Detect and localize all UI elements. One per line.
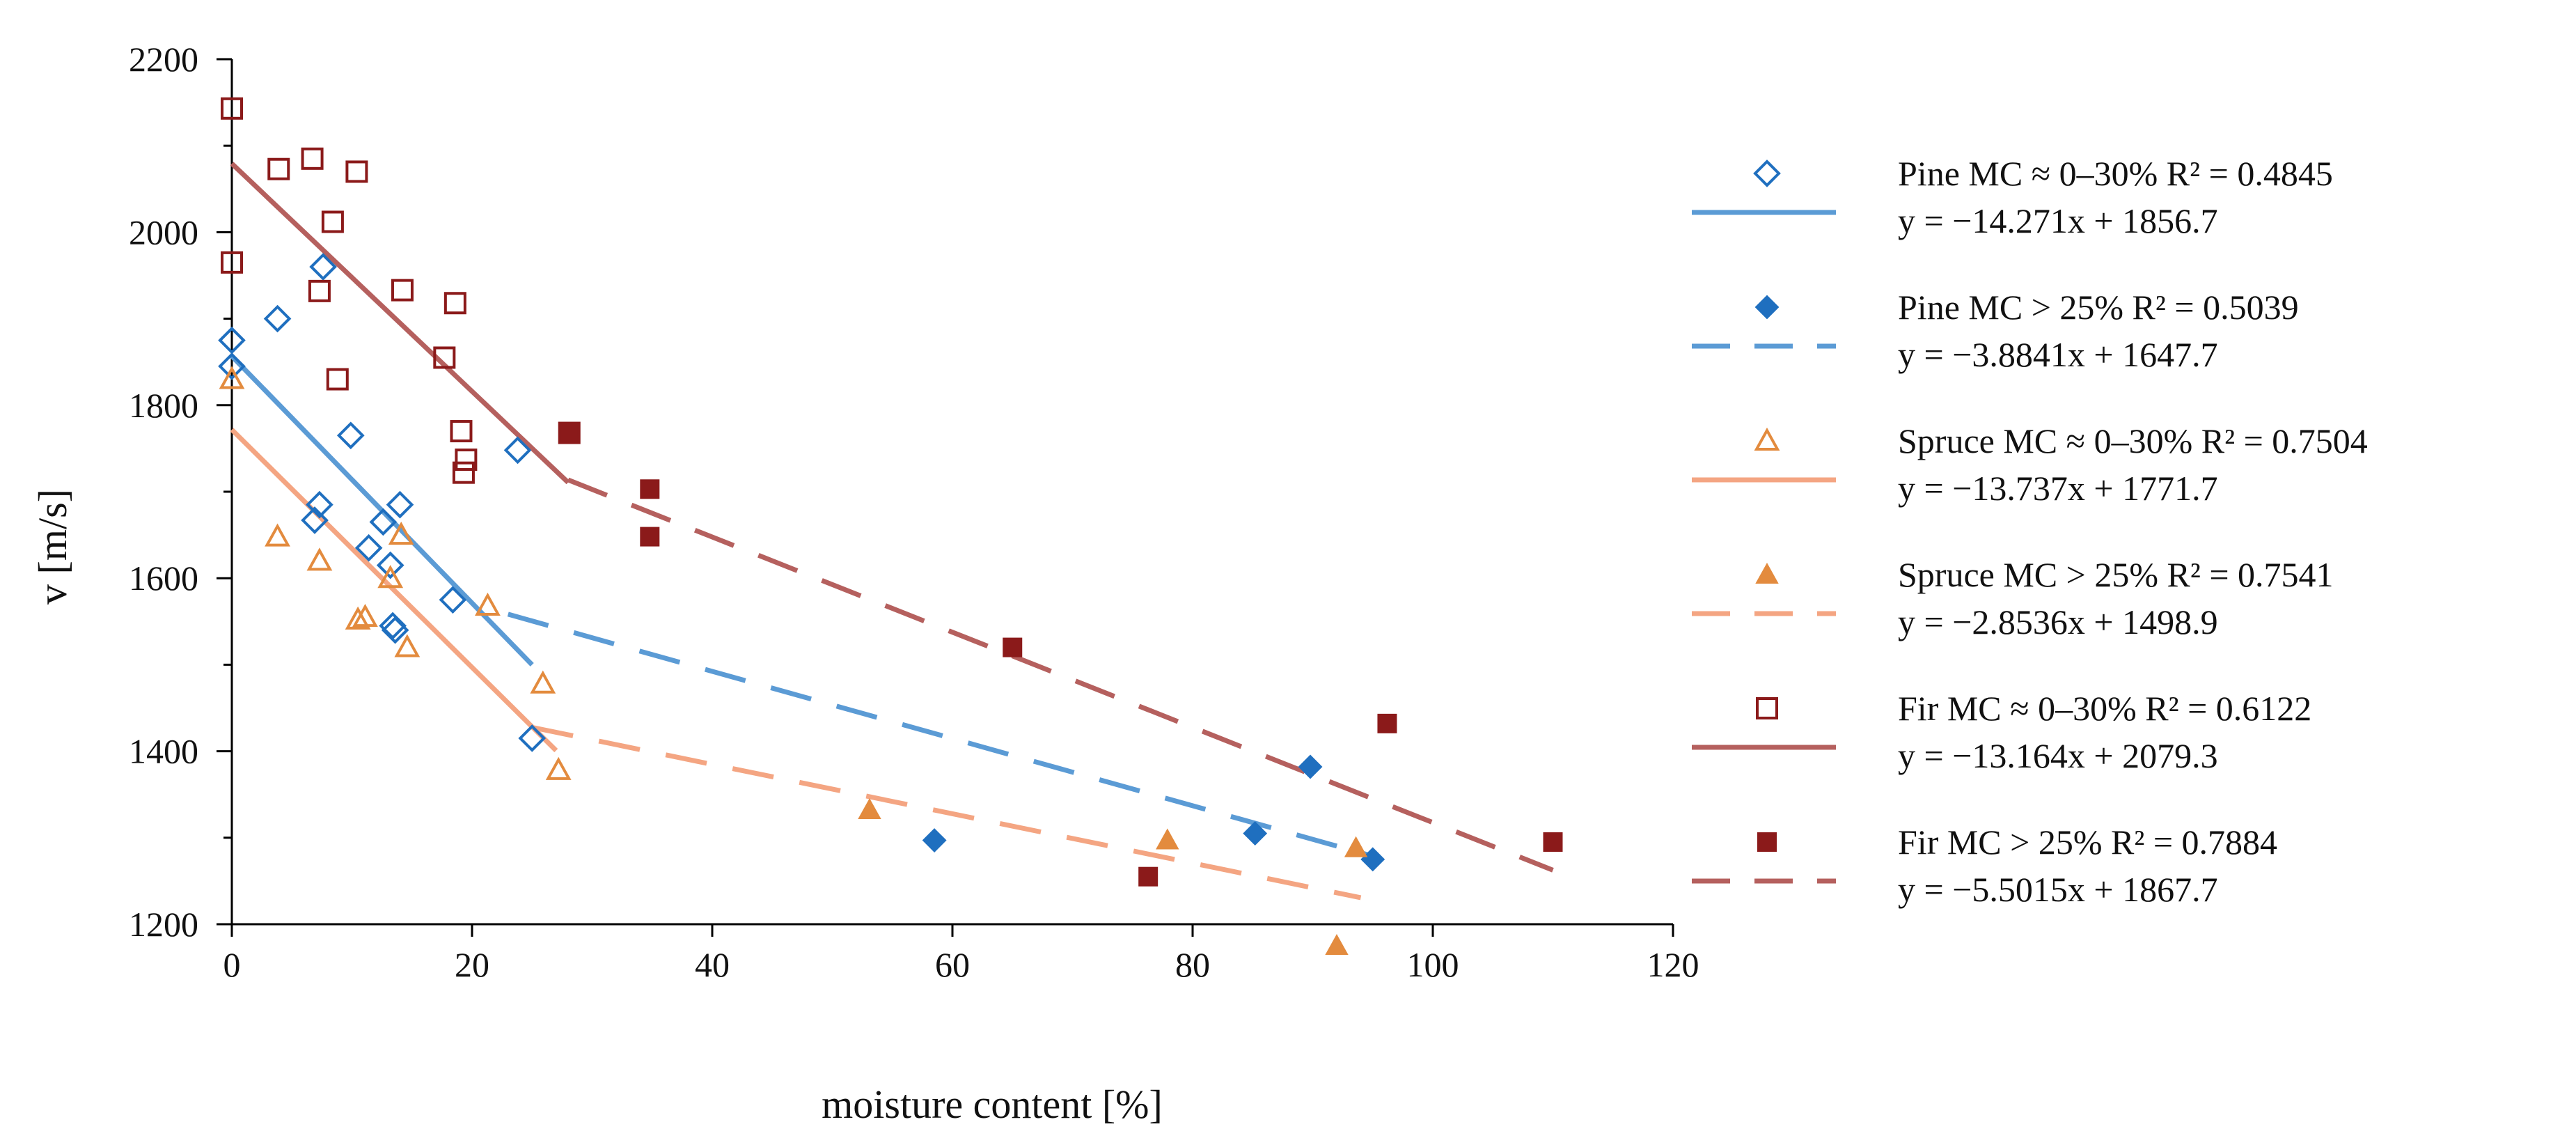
legend-equation-series-3: y = −13.737x + 1771.7 xyxy=(1898,469,2218,508)
x-tick-label: 0 xyxy=(223,945,241,984)
x-tick-label: 100 xyxy=(1407,945,1459,984)
data-point-series-2 xyxy=(922,828,947,852)
legend-marker-series-2 xyxy=(1754,295,1780,320)
data-point-series-2 xyxy=(1243,821,1268,846)
trend-line-series-6 xyxy=(567,477,1554,873)
data-point-series-3 xyxy=(306,547,333,571)
data-point-series-2 xyxy=(1298,754,1323,779)
data-point-series-3 xyxy=(219,366,245,389)
trend-line-series-5 xyxy=(230,162,570,485)
data-point-series-4 xyxy=(1156,828,1179,850)
data-point-series-5 xyxy=(452,461,475,484)
x-tick-label: 40 xyxy=(695,945,730,984)
y-tick-label: 2000 xyxy=(129,212,198,251)
legend-marker-series-1 xyxy=(1753,159,1781,187)
data-point-series-1 xyxy=(309,253,337,281)
data-point-series-3 xyxy=(475,592,501,616)
x-axis-label: moisture content [%] xyxy=(822,1082,1163,1127)
trend-line-series-3 xyxy=(230,428,558,753)
x-tick-label: 20 xyxy=(455,945,489,984)
data-point-series-5 xyxy=(321,210,344,233)
data-point-series-5 xyxy=(433,346,456,369)
data-point-series-3 xyxy=(345,606,371,630)
y-tick-label: 1600 xyxy=(129,559,198,598)
data-point-series-1 xyxy=(218,352,246,380)
data-point-series-4 xyxy=(1344,836,1368,857)
y-tick-label: 1200 xyxy=(129,905,198,944)
x-tick-label: 120 xyxy=(1647,945,1699,984)
data-point-series-1 xyxy=(306,490,333,519)
legend-equation-series-2: y = −3.8841x + 1647.7 xyxy=(1898,335,2218,374)
data-point-series-5 xyxy=(267,157,290,180)
legend-label-series-4: Spruce MC > 25% R² = 0.7541 xyxy=(1898,555,2334,594)
data-point-series-1 xyxy=(369,508,398,536)
data-point-series-4 xyxy=(858,797,881,820)
data-point-series-5 xyxy=(326,368,349,391)
legend-equation-series-1: y = −14.271x + 1856.7 xyxy=(1898,201,2218,240)
trend-line-series-2 xyxy=(507,612,1374,859)
data-point-series-3 xyxy=(265,523,290,547)
data-point-series-5 xyxy=(221,251,243,274)
y-tick-label: 1400 xyxy=(129,732,198,771)
data-point-series-1 xyxy=(439,586,467,614)
data-point-series-1 xyxy=(518,724,547,752)
y-axis-label: v [m/s] xyxy=(30,489,75,605)
data-point-series-5 xyxy=(443,292,466,315)
data-point-series-6 xyxy=(1543,832,1563,852)
legend-label-series-5: Fir MC ≈ 0–30% R² = 0.6122 xyxy=(1898,689,2311,728)
legend-marker-series-3 xyxy=(1754,427,1780,451)
legend-label-series-1: Pine MC ≈ 0–30% R² = 0.4845 xyxy=(1898,154,2333,193)
y-tick-label: 1800 xyxy=(129,386,198,425)
plot-area: 0 20 40 60 80 100 120 1200 1400 1600 1800 2000 2200 xyxy=(129,40,1699,984)
data-point-series-6 xyxy=(640,479,660,499)
legend: Pine MC ≈ 0–30% R² = 0.4845 y = −14.271x … xyxy=(1692,154,2368,909)
data-point-series-5 xyxy=(301,147,324,170)
legend-equation-series-4: y = −2.8536x + 1498.9 xyxy=(1898,602,2218,641)
legend-equation-series-5: y = −13.164x + 2079.3 xyxy=(1898,736,2218,775)
data-point-series-5 xyxy=(455,449,478,472)
legend-equation-series-6: y = −5.5015x + 1867.7 xyxy=(1898,870,2218,909)
data-point-series-3 xyxy=(377,565,404,589)
data-point-series-5 xyxy=(450,420,473,443)
data-point-series-3 xyxy=(530,670,556,694)
x-tick-label: 80 xyxy=(1175,945,1210,984)
y-tick-label: 2200 xyxy=(129,40,198,79)
data-point-series-5 xyxy=(391,279,414,302)
data-point-series-1 xyxy=(301,506,329,534)
data-point-series-1 xyxy=(503,436,532,465)
data-point-series-1 xyxy=(376,551,405,579)
legend-label-series-2: Pine MC > 25% R² = 0.5039 xyxy=(1898,288,2299,327)
data-point-series-5 xyxy=(221,97,243,120)
data-point-series-5 xyxy=(345,160,368,183)
data-point-series-6 xyxy=(1377,713,1397,733)
data-point-series-3 xyxy=(388,521,414,545)
data-point-series-3 xyxy=(352,603,378,628)
data-point-series-4 xyxy=(1325,933,1349,956)
data-point-series-1 xyxy=(386,490,414,519)
data-point-series-5 xyxy=(308,279,331,302)
data-point-series-3 xyxy=(545,756,572,780)
trend-line-series-4 xyxy=(531,724,1362,901)
legend-label-series-3: Spruce MC ≈ 0–30% R² = 0.7504 xyxy=(1898,421,2368,460)
data-point-series-1 xyxy=(381,616,409,644)
data-point-series-6 xyxy=(1003,637,1023,657)
legend-marker-series-5 xyxy=(1756,697,1778,719)
data-point-series-6 xyxy=(559,423,579,443)
data-point-series-1 xyxy=(218,326,246,355)
data-point-series-6 xyxy=(640,527,660,547)
data-point-series-1 xyxy=(336,421,365,450)
legend-marker-series-4 xyxy=(1755,562,1779,584)
legend-marker-series-6 xyxy=(1757,832,1777,852)
legend-label-series-6: Fir MC > 25% R² = 0.7884 xyxy=(1898,823,2277,862)
x-tick-label: 60 xyxy=(935,945,970,984)
data-point-series-3 xyxy=(394,634,421,657)
data-point-series-6 xyxy=(1138,866,1159,887)
data-point-series-1 xyxy=(354,533,383,562)
data-point-series-1 xyxy=(263,304,292,333)
